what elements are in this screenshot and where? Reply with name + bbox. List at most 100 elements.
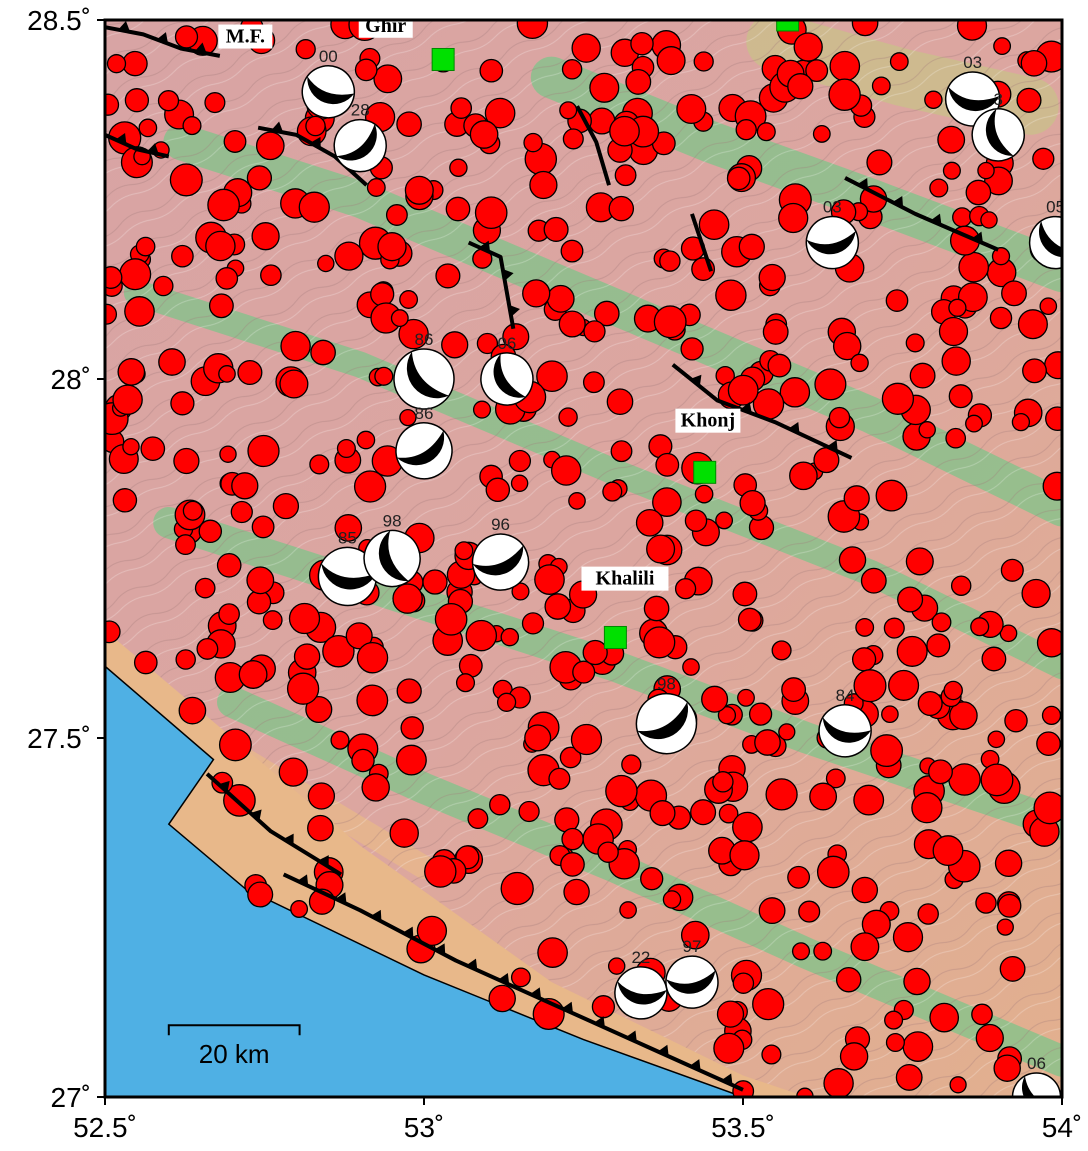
earthquake-epicenter [850, 932, 880, 962]
earthquake-epicenter [989, 306, 1013, 330]
focal-mechanism-year-label: 85 [338, 528, 357, 547]
earthquake-epicenter [883, 617, 905, 639]
earthquake-epicenter [816, 855, 850, 889]
focal-mechanism-year-label: 03 [823, 198, 842, 217]
earthquake-epicenter [396, 111, 422, 138]
earthquake-epicenter [614, 164, 637, 187]
earthquake-epicenter [546, 284, 575, 313]
earthquake-epicenter [322, 634, 355, 668]
earthquake-epicenter [975, 1023, 1004, 1053]
earthquake-epicenter [582, 639, 608, 666]
earthquake-epicenter [288, 602, 321, 635]
earthquake-epicenter [860, 567, 887, 594]
thrust-tooth [271, 121, 284, 133]
thrust-tooth [826, 439, 838, 452]
earthquake-epicenter [455, 673, 476, 693]
earthquake-epicenter [738, 233, 765, 260]
thrust-tooth [498, 973, 510, 985]
earthquake-epicenter [938, 316, 969, 347]
earthquake-epicenter [649, 800, 676, 827]
place-label-background [581, 566, 669, 591]
earthquake-epicenter [693, 51, 714, 72]
earthquake-epicenter [330, 730, 350, 750]
earthquake-epicenter [941, 346, 971, 376]
earthquake-epicenter [422, 569, 448, 595]
earthquake-epicenter [454, 541, 474, 561]
earthquake-epicenter [905, 333, 925, 353]
thrust-tooth [218, 780, 230, 793]
earthquake-epicenter [729, 840, 760, 871]
earthquake-epicenter [489, 793, 511, 816]
earthquake-epicenter [619, 901, 637, 919]
x-axis-tick-label: 53.5˚ [711, 1112, 775, 1143]
place-label: Ghir [365, 15, 406, 37]
earthquake-epicenter [779, 377, 811, 408]
earthquake-epicenter [561, 59, 583, 80]
earthquake-epicenter [698, 209, 730, 241]
earthquake-epicenter [813, 941, 833, 961]
thrust-tooth [250, 809, 262, 821]
earthquake-epicenter [748, 702, 773, 726]
earthquake-epicenter [965, 414, 983, 433]
earthquake-epicenter [247, 434, 280, 468]
earthquake-epicenter [571, 33, 601, 63]
earthquake-epicenter [781, 677, 807, 703]
earthquake-epicenter [396, 678, 422, 704]
earthquake-epicenter [937, 125, 966, 154]
earthquake-epicenter [178, 696, 207, 725]
earthquake-epicenter [832, 331, 862, 361]
earthquake-epicenter [246, 165, 273, 191]
earthquake-epicenter [778, 202, 809, 234]
focal-mechanism [393, 348, 455, 410]
earthquake-epicenter [643, 595, 670, 622]
earthquake-epicenter [238, 660, 268, 689]
earthquake-epicenter [653, 305, 687, 339]
earthquake-epicenter [713, 1032, 745, 1064]
earthquake-epicenter [583, 320, 606, 343]
earthquake-epicenter [943, 680, 963, 701]
earthquake-epicenter [896, 635, 928, 667]
fault-line [205, 772, 343, 877]
earthquake-epicenter [175, 649, 196, 670]
earthquake-epicenter [809, 782, 838, 811]
map-area: 00 28 86 86 06 85 98 96 98 84 03 03 3 05 22 97 06 Ghir Kh… [105, 15, 1062, 1097]
earthquake-epicenter [1036, 731, 1061, 757]
earthquake-epicenter [262, 610, 283, 631]
coastal-plain [105, 630, 807, 1097]
earthquake-epicenter [971, 1003, 993, 1026]
focal-mechanism-year-label: 86 [415, 404, 434, 423]
thrust-tooth [310, 136, 321, 149]
earthquake-epicenter [449, 158, 468, 178]
focal-mechanism [333, 118, 387, 173]
earthquake-epicenter [140, 436, 166, 462]
y-axis-tick-label: 27˚ [51, 1082, 91, 1113]
earthquake-epicenter [112, 488, 138, 513]
thrust-tooth [788, 422, 800, 434]
thrust-tooth [530, 987, 542, 999]
earthquake-epicenter [582, 371, 605, 394]
earthquake-epicenter [476, 332, 499, 355]
earthquake-epicenter [435, 263, 461, 289]
earthquake-epicenter [496, 692, 517, 712]
earthquake-epicenter [305, 115, 326, 137]
earthquake-epicenter [307, 814, 334, 842]
earthquake-epicenter [735, 119, 757, 141]
earthquake-epicenter [479, 58, 504, 83]
earthquake-epicenter [640, 867, 664, 891]
earthquake-epicenter [246, 566, 275, 595]
earthquake-epicenter [993, 37, 1012, 56]
earthquake-epicenter [400, 716, 424, 740]
earthquake-epicenter [124, 296, 155, 327]
earthquake-epicenter [881, 705, 899, 724]
earthquake-epicenter [558, 310, 586, 338]
focal-mechanism [818, 704, 872, 758]
thrust-tooth [930, 213, 942, 226]
persian-gulf-sea [105, 665, 744, 1097]
earthquake-epicenter [949, 1076, 967, 1094]
earthquake-epicenter [1039, 297, 1058, 316]
earthquake-epicenter [370, 282, 395, 307]
earthquake-epicenter [219, 445, 237, 463]
place-label: Khonj [681, 410, 735, 432]
axis-ticks: 52.5˚ 53˚ 53.5˚ 54˚ 28.5˚ 28˚ 27.5˚ 27˚ [27, 5, 1082, 1143]
focal-mechanism [301, 65, 356, 119]
